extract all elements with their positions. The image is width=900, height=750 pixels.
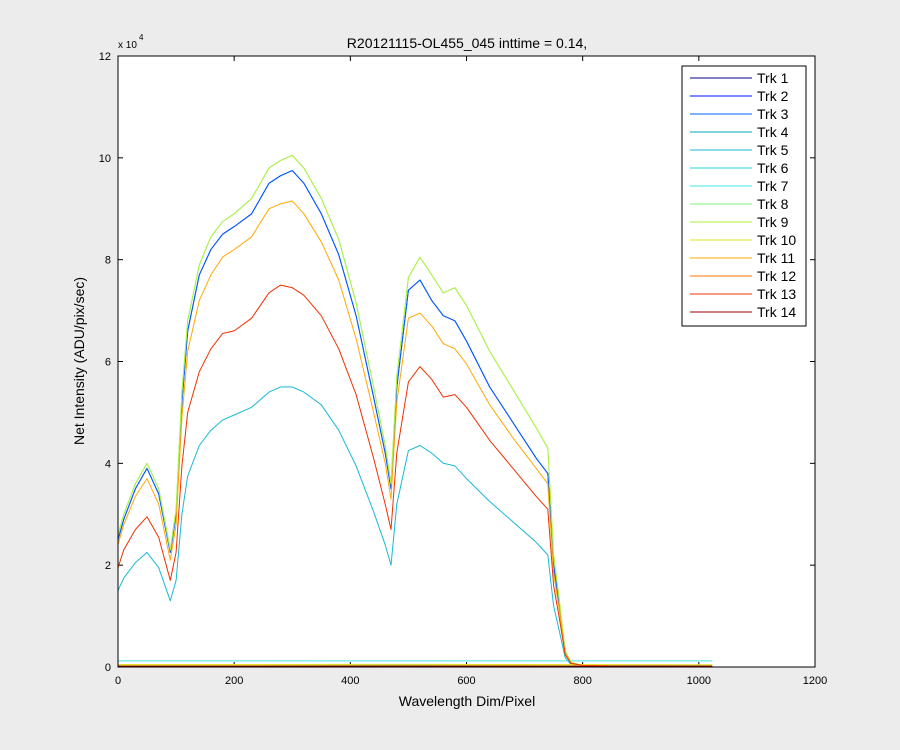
x-tick-label: 600	[457, 675, 475, 687]
x-tick-label: 400	[341, 675, 359, 687]
y-multiplier-exponent: 4	[139, 33, 144, 42]
legend-label: Trk 11	[757, 250, 795, 266]
x-tick-label: 800	[573, 675, 591, 687]
x-axis-label: Wavelength Dim/Pixel	[399, 693, 535, 709]
legend-label: Trk 7	[757, 178, 789, 194]
legend-label: Trk 2	[757, 88, 789, 104]
legend-label: Trk 3	[757, 106, 789, 122]
y-tick-label: 0	[105, 662, 111, 674]
legend-label: Trk 13	[757, 286, 796, 302]
legend-label: Trk 1	[757, 70, 789, 86]
series-line-trk-5	[117, 386, 713, 667]
legend-label: Trk 14	[757, 304, 796, 320]
x-tick-label: 1200	[803, 675, 827, 687]
series-line-trk-9	[117, 154, 713, 667]
chart-title: R20121115-OL455_045 inttime = 0.14,	[347, 35, 587, 51]
series-line-trk-11	[117, 200, 713, 667]
legend-box	[681, 65, 807, 327]
legend: Trk 1 Trk 2 Trk 3 Trk 4 Trk 5 Trk 6 Trk 7 Trk 8…	[681, 65, 807, 327]
y-multiplier: x 10	[118, 40, 137, 51]
y-tick-label: 10	[99, 153, 111, 165]
x-tick-label: 1000	[687, 675, 711, 687]
legend-label: Trk 6	[757, 160, 789, 176]
y-axis-label: Net Intensity (ADU/pix/sec)	[71, 277, 87, 445]
x-tick-label: 0	[115, 675, 121, 687]
y-tick-label: 2	[105, 560, 111, 572]
legend-label: Trk 8	[757, 196, 789, 212]
legend-label: Trk 5	[757, 142, 789, 158]
axis-ticks: 0 200 400 600 800 1000 1200 0 2 4 6 8 10 12	[99, 51, 827, 687]
y-tick-label: 12	[99, 51, 111, 63]
legend-label: Trk 12	[757, 268, 796, 284]
x-tick-label: 200	[225, 675, 243, 687]
y-tick-label: 4	[105, 458, 111, 470]
y-tick-label: 6	[105, 357, 111, 369]
plot-frame	[117, 55, 816, 668]
series-line-trk-13	[117, 284, 713, 667]
legend-label: Trk 10	[757, 232, 796, 248]
y-tick-label: 8	[105, 255, 111, 267]
legend-label: Trk 9	[757, 214, 789, 230]
legend-label: Trk 4	[757, 124, 789, 140]
